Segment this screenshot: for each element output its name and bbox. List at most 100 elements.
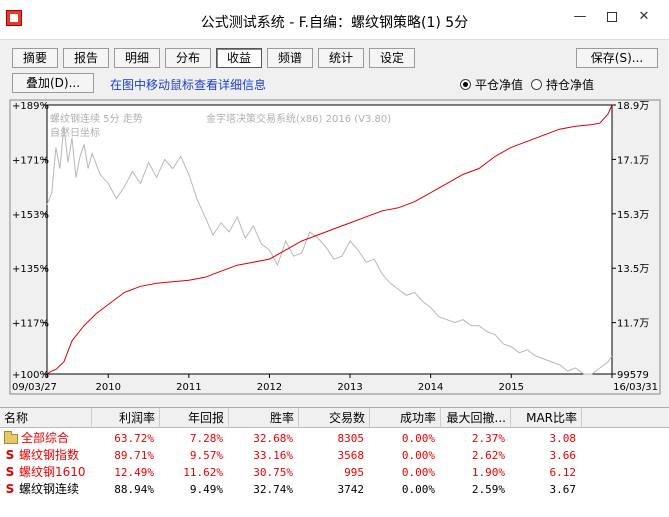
x-tick-label: 2013 [337, 382, 362, 393]
table-cell: 0.00% [401, 449, 435, 462]
table-cell: 2.59% [471, 483, 505, 496]
row-name-cell: 全部综合 [4, 430, 92, 447]
row-name-label: 螺纹钢连续 [19, 482, 80, 496]
app-icon [6, 10, 22, 26]
table-header: 名称 利润率 年回报 胜率 交易数 成功率 最大回撤... MAR比率 [0, 408, 669, 428]
radio-flat-nav[interactable]: 平仓净值 [460, 76, 523, 93]
table-cell: 32.68% [253, 432, 293, 445]
tab-settings[interactable]: 设定 [369, 48, 415, 68]
x-tick-label: 2014 [418, 382, 443, 393]
table-cell: 9.49% [189, 483, 223, 496]
table-cell: 995 [344, 466, 364, 479]
s-icon: S [5, 482, 15, 496]
table-cell: 8305 [337, 432, 365, 445]
radio-hold-label: 持仓净值 [546, 78, 595, 92]
table-cell: 3.67 [549, 483, 577, 496]
radio-unchecked-icon [531, 79, 542, 90]
table-row[interactable]: S 螺纹钢指数 89.71% 9.57% 33.16% 3568 0.00% 2.62% 3.6… [0, 447, 669, 464]
right-tick-label: 15.3万 [617, 210, 649, 221]
save-button[interactable]: 保存(S)... [576, 48, 658, 68]
table-cell: 7.28% [189, 432, 223, 445]
radio-checked-icon [460, 79, 471, 90]
tab-returns[interactable]: 收益 [216, 48, 262, 68]
column-header[interactable]: 交易数 [299, 408, 370, 428]
table-cell: 3742 [337, 483, 365, 496]
tab-distribution[interactable]: 分布 [165, 48, 211, 68]
x-tick-label: 16/03/31 [613, 382, 658, 393]
watermark-system: 金字塔决策交易系统(x86) 2016 (V3.80) [206, 112, 391, 125]
table-cell: 1.90% [471, 466, 505, 479]
s-icon: S [5, 448, 15, 462]
row-name-label: 螺纹钢指数 [19, 448, 80, 462]
right-tick-label: 18.9万 [617, 101, 649, 112]
equity-chart[interactable]: 螺纹钢连续 5分 走势 自然日坐标 金字塔决策交易系统(x86) 2016 (V3.… [0, 96, 669, 400]
series-line [46, 126, 613, 375]
tab-details[interactable]: 明细 [114, 48, 160, 68]
maximize-icon [607, 12, 617, 22]
close-button[interactable]: ✕ [638, 9, 650, 24]
table-row[interactable]: S 螺纹钢1610 12.49% 11.62% 30.75% 995 0.00% 1.90% 6… [0, 464, 669, 481]
left-tick-label: +171% [12, 155, 49, 166]
table-row[interactable]: S 螺纹钢连续 88.94% 9.49% 32.74% 3742 0.00% 2.59% 3.6… [0, 481, 669, 498]
radio-hold-nav[interactable]: 持仓净值 [531, 76, 594, 93]
x-tick-label: 09/03/27 [12, 382, 57, 393]
watermark-title: 螺纹钢连续 5分 走势 [50, 112, 143, 125]
x-tick-label: 2012 [257, 382, 282, 393]
minimize-button[interactable]: — [573, 9, 587, 24]
right-tick-label: 99579 [617, 370, 649, 381]
table-cell: 3.08 [549, 432, 577, 445]
row-name-cell: S 螺纹钢1610 [4, 464, 92, 481]
column-header[interactable]: 利润率 [92, 408, 160, 428]
overlay-button[interactable]: 叠加(D)... [12, 73, 94, 93]
table-cell: 2.37% [471, 432, 505, 445]
row-name-label: 全部综合 [21, 431, 70, 445]
x-tick-label: 2015 [499, 382, 524, 393]
left-tick-label: +189% [12, 101, 49, 112]
s-icon: S [5, 465, 15, 479]
tab-statistics[interactable]: 统计 [318, 48, 364, 68]
table-cell: 88.94% [114, 483, 154, 496]
left-tick-label: +100% [12, 370, 49, 381]
left-tick-label: +117% [12, 319, 49, 330]
table-cell: 3568 [337, 449, 365, 462]
table-cell: 11.62% [183, 466, 223, 479]
watermark-subtitle: 自然日坐标 [50, 126, 100, 139]
table-cell: 30.75% [253, 466, 293, 479]
table-cell: 12.49% [114, 466, 154, 479]
table-cell: 63.72% [114, 432, 154, 445]
left-tick-label: +135% [12, 264, 49, 275]
right-tick-label: 11.7万 [617, 319, 649, 330]
table-cell: 0.00% [401, 432, 435, 445]
table-cell: 33.16% [253, 449, 293, 462]
left-tick-label: +153% [12, 210, 49, 221]
radio-flat-label: 平仓净值 [475, 78, 524, 92]
column-header[interactable]: 成功率 [370, 408, 441, 428]
right-tick-label: 13.5万 [617, 264, 649, 275]
table-cell: 2.62% [471, 449, 505, 462]
table-cell: 0.00% [401, 483, 435, 496]
folder-icon [4, 430, 18, 444]
table-cell: 89.71% [114, 449, 154, 462]
column-header[interactable]: MAR比率 [511, 408, 582, 428]
results-table: 名称 利润率 年回报 胜率 交易数 成功率 最大回撤... MAR比率 全部综合 63.72% 7… [0, 407, 669, 517]
row-name-cell: S 螺纹钢指数 [4, 447, 92, 464]
column-header[interactable]: 年回报 [160, 408, 229, 428]
row-name-label: 螺纹钢1610 [19, 465, 86, 479]
table-row[interactable]: 全部综合 63.72% 7.28% 32.68% 8305 0.00% 2.37% 3.08 [0, 430, 669, 447]
column-header[interactable]: 最大回撤... [441, 408, 511, 428]
table-cell: 32.74% [253, 483, 293, 496]
x-tick-label: 2011 [176, 382, 201, 393]
hint-text: 在图中移动鼠标查看详细信息 [110, 78, 267, 92]
table-cell: 3.66 [549, 449, 577, 462]
row-name-cell: S 螺纹钢连续 [4, 481, 92, 498]
maximize-button[interactable] [592, 4, 632, 30]
table-cell: 0.00% [401, 466, 435, 479]
tab-summary[interactable]: 摘要 [12, 48, 58, 68]
tab-report[interactable]: 报告 [63, 48, 109, 68]
tab-spectrum[interactable]: 频谱 [267, 48, 313, 68]
table-cell: 9.57% [189, 449, 223, 462]
column-header[interactable]: 胜率 [229, 408, 299, 428]
column-header[interactable]: 名称 [0, 408, 92, 428]
window-title: 公式测试系统 - F.自编：螺纹钢策略(1) 5分 [200, 15, 469, 31]
